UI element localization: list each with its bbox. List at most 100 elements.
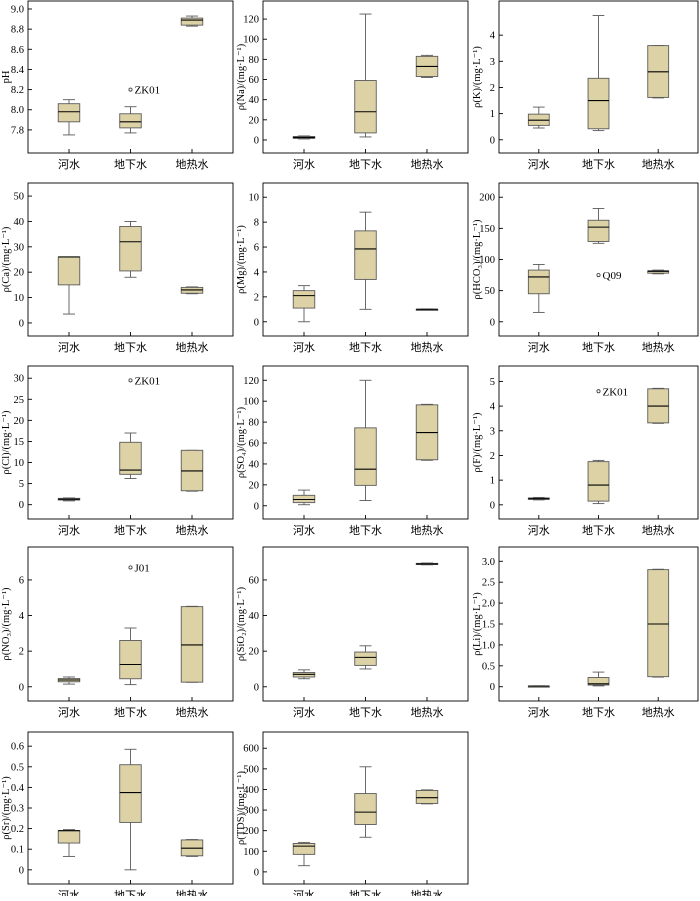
x-category-label: 地下水	[114, 524, 147, 537]
box-2	[354, 645, 377, 670]
y-tick-label: 4	[254, 267, 260, 278]
iqr-box	[587, 461, 610, 502]
y-axis-label: ρ(Li)/(mg·L⁻¹)	[472, 592, 483, 656]
y-tick-label: 5	[19, 479, 24, 490]
iqr-box	[180, 17, 204, 26]
x-category-label: 地热水	[176, 341, 209, 354]
y-tick-label: 0	[19, 318, 24, 329]
outlier-label: ZK01	[135, 85, 161, 97]
x-category-label: 地热水	[176, 158, 209, 171]
x-category-label: 地热水	[411, 889, 444, 896]
x-category-label: 河水	[293, 706, 315, 719]
y-tick-label: 40	[14, 217, 25, 228]
chart-panel-12: 0 0.5 1.0 1.5 2.0 2.5 3.0 河水 地下水 地热水 ρ(Li)/(mg·L⁻¹…	[472, 546, 699, 719]
y-tick-label: 2	[19, 647, 24, 658]
x-category-label: 地下水	[349, 158, 382, 171]
iqr-box	[119, 640, 142, 680]
x-category-label: 河水	[58, 524, 80, 537]
outlier-point	[596, 273, 601, 278]
y-tick-label: 200	[479, 193, 495, 204]
x-category-label: 地热水	[642, 706, 675, 719]
y-tick-label: 20	[14, 416, 25, 427]
x-category-label: 地热水	[176, 889, 209, 896]
y-axis-label: ρ(Ca)/(mg·L⁻¹)	[1, 226, 12, 292]
box-3	[415, 789, 439, 805]
x-category-label: 河水	[293, 889, 315, 896]
iqr-box	[354, 80, 377, 134]
y-tick-label: 8.6	[11, 45, 24, 56]
box-2	[587, 671, 610, 687]
box-3	[180, 15, 204, 27]
y-tick-label: 9.0	[11, 5, 24, 16]
y-tick-label: 100	[243, 35, 259, 46]
box-2	[119, 220, 142, 278]
iqr-box	[119, 441, 142, 475]
outlier-point	[128, 378, 133, 383]
outlier-label: ZK01	[603, 386, 629, 398]
y-tick-label: 0	[490, 682, 495, 693]
iqr-box	[292, 842, 316, 855]
y-tick-label: 1	[490, 109, 495, 120]
y-tick-label: 8.2	[11, 85, 24, 96]
chart-panel-6: 0 50 100 150 200 河水 地下水 地热水 ρ(HCO₃)/(mg·L⁻¹) Q09	[472, 182, 699, 354]
x-category-label: 地热水	[411, 524, 444, 537]
box-2	[119, 627, 142, 686]
y-tick-label: 7.8	[11, 125, 24, 136]
y-tick-label: 500	[243, 764, 259, 775]
box-1	[527, 264, 550, 313]
plot-frame	[498, 182, 699, 337]
box-1	[292, 489, 316, 506]
y-tick-label: 40	[249, 459, 260, 470]
y-tick-label: 2.0	[482, 599, 495, 610]
y-tick-label: 8.4	[11, 65, 25, 76]
box-3	[180, 839, 204, 857]
box-1	[57, 99, 81, 136]
y-tick-label: 4	[490, 31, 496, 42]
box-2	[354, 211, 377, 310]
y-tick-label: 0	[490, 135, 495, 146]
y-tick-label: 0	[254, 867, 259, 878]
chart-panel-8: 0 20 40 60 80 100 120 河水 地下水 地热水 ρ(SO₄)/(mg·L⁻¹)	[236, 365, 469, 537]
box-1	[527, 496, 550, 501]
y-axis-label: ρ(HCO₃)/(mg·L⁻¹)	[472, 219, 483, 299]
box-3	[180, 286, 204, 295]
box-2	[354, 766, 377, 838]
x-category-label: 地下水	[114, 889, 147, 896]
x-category-label: 地热水	[176, 706, 209, 719]
y-tick-label: 0	[254, 135, 259, 146]
y-tick-label: 3	[490, 426, 495, 437]
box-1	[527, 106, 550, 129]
x-category-label: 河水	[528, 158, 550, 171]
y-tick-label: 2.5	[482, 578, 495, 589]
box-3	[647, 45, 670, 99]
x-category-label: 河水	[528, 341, 550, 354]
y-tick-label: 600	[243, 744, 259, 755]
box-1	[292, 285, 316, 323]
x-category-label: 地下水	[114, 158, 147, 171]
y-tick-label: 10	[249, 193, 260, 204]
box-2	[119, 748, 142, 871]
y-tick-label: 40	[249, 611, 260, 622]
box-1	[292, 135, 316, 140]
box-3	[180, 449, 204, 492]
chart-panel-10: 0 2 4 6 河水 地下水 地热水 ρ(NO₃)/(mg·L⁻¹) J01	[1, 546, 234, 719]
y-tick-label: 0.5	[482, 661, 495, 672]
y-tick-label: 60	[249, 75, 260, 86]
iqr-box	[354, 427, 377, 486]
chart-panel-7: 0 5 10 15 20 25 30 河水 地下水 地热水 ρ(Cl)/(mg·L⁻¹) ZK01	[1, 365, 234, 537]
y-tick-label: 5	[490, 377, 495, 388]
y-tick-label: 0	[19, 682, 24, 693]
chart-panel-13: 0 0.1 0.2 0.3 0.4 0.5 0.6 河水 地下水 地热水 ρ(Sr)/(mg·L⁻¹…	[1, 731, 234, 901]
x-category-label: 地热水	[642, 158, 675, 171]
y-tick-label: 20	[249, 647, 260, 658]
iqr-box	[587, 77, 610, 130]
iqr-box	[57, 256, 81, 286]
x-category-label: 地下水	[114, 341, 147, 354]
chart-panel-9: 0 1 2 3 4 5 河水 地下水 地热水 ρ(F)/(mg·L⁻¹) ZK01	[472, 365, 699, 537]
box-2	[587, 207, 610, 244]
y-tick-label: 0.2	[11, 824, 24, 835]
y-tick-label: 4	[490, 402, 496, 413]
x-category-label: 河水	[58, 341, 80, 354]
y-tick-label: 200	[243, 826, 259, 837]
y-tick-label: 8.8	[11, 25, 24, 36]
